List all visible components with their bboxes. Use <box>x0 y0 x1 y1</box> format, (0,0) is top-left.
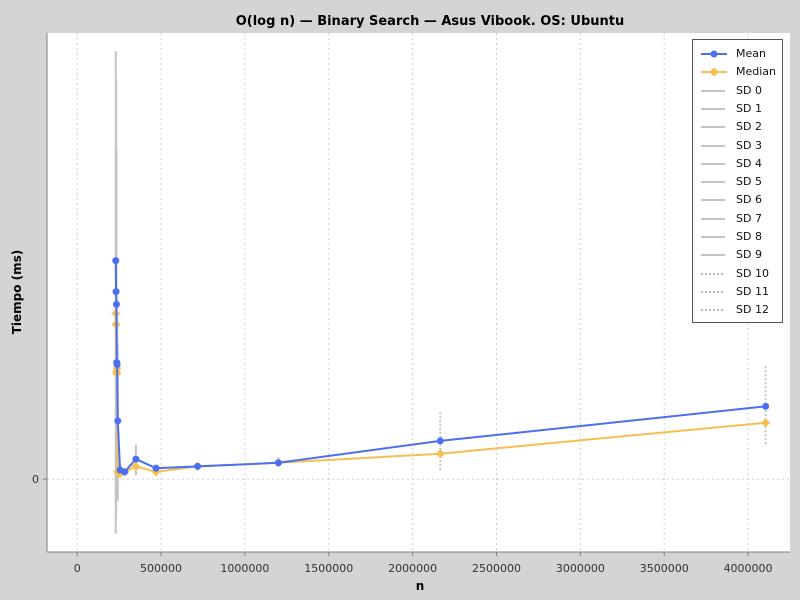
x-tick-label: 1500000 <box>304 562 353 575</box>
legend-label: SD 0 <box>736 83 762 97</box>
legend-entry: SD 3 <box>693 137 782 155</box>
x-tick-label: 2500000 <box>472 562 521 575</box>
legend-entry: SD 0 <box>693 82 782 100</box>
legend-label: SD 9 <box>736 248 762 262</box>
median-point <box>131 461 141 471</box>
legend-entry: SD 6 <box>693 191 782 209</box>
legend-sd-symbol <box>701 162 725 165</box>
legend-label: SD 6 <box>736 193 762 207</box>
legend-entry: SD 8 <box>693 228 782 246</box>
mean-point <box>762 402 770 410</box>
y-axis-label: Tiempo (ms) <box>10 250 24 335</box>
legend-entry: Mean <box>693 45 782 63</box>
median-point <box>761 418 771 428</box>
legend-sd-symbol <box>701 254 725 257</box>
legend-sd-symbol <box>701 181 725 184</box>
x-tick-label: 500000 <box>140 562 182 575</box>
plot-background <box>47 33 790 552</box>
x-axis-label: n <box>416 579 425 593</box>
legend-median-symbol <box>701 67 727 77</box>
legend-entry: SD 1 <box>693 100 782 118</box>
legend-label: SD 12 <box>736 303 769 317</box>
mean-point <box>112 300 120 308</box>
legend-mean-symbol <box>701 50 727 58</box>
x-tick-label: 0 <box>74 562 81 575</box>
mean-point <box>152 464 160 472</box>
x-tick-label: 4000000 <box>724 562 773 575</box>
mean-point <box>112 257 120 265</box>
mean-point <box>114 417 122 425</box>
legend-sd-symbol <box>701 89 725 92</box>
x-tick-label: 3000000 <box>556 562 605 575</box>
legend-sd-symbol <box>701 144 725 147</box>
legend-label: SD 11 <box>736 284 769 298</box>
legend-entry: SD 2 <box>693 118 782 136</box>
legend-sd-symbol <box>701 272 725 275</box>
legend-sd-symbol <box>701 126 725 129</box>
mean-point <box>121 468 129 476</box>
legend-entry: SD 9 <box>693 246 782 264</box>
legend-sd-symbol <box>701 236 725 238</box>
mean-point <box>132 455 140 463</box>
legend-label: SD 4 <box>736 156 762 170</box>
mean-point <box>112 288 120 296</box>
legend-sd-symbol <box>701 290 725 293</box>
legend-entry: Median <box>693 63 782 81</box>
legend-label: SD 8 <box>736 230 762 243</box>
legend-entry: SD 7 <box>693 210 782 228</box>
legend-label: SD 1 <box>736 101 762 115</box>
legend-entry: SD 4 <box>693 155 782 173</box>
chart-title: O(log n) — Binary Search — Asus Vibook. … <box>235 14 625 29</box>
legend-label: Mean <box>736 47 766 60</box>
mean-point <box>274 459 282 467</box>
legend-label: SD 10 <box>736 266 769 280</box>
mean-point <box>194 462 202 470</box>
legend-label: SD 3 <box>736 138 762 152</box>
legend-entry: SD 11 <box>693 283 782 301</box>
chart-legend: Mean Median SD 0 SD 1 SD 2 SD 3 SD 4 SD 5 SD 6 SD… <box>692 39 783 323</box>
legend-entry: SD 12 <box>693 301 782 319</box>
median-point <box>435 449 445 459</box>
legend-entry: SD 10 <box>693 265 782 283</box>
legend-sd-symbol <box>701 107 725 110</box>
legend-label: SD 2 <box>736 120 762 134</box>
legend-sd-symbol <box>701 217 725 220</box>
legend-sd-symbol <box>701 199 725 202</box>
y-tick-label: 0 <box>32 473 39 486</box>
mean-point <box>113 360 121 368</box>
x-tick-label: 2000000 <box>388 562 437 575</box>
x-tick-label: 1000000 <box>220 562 269 575</box>
legend-label: SD 7 <box>736 211 762 225</box>
legend-label: SD 5 <box>736 175 762 189</box>
x-tick-label: 3500000 <box>640 562 689 575</box>
legend-label: Median <box>736 65 777 79</box>
legend-sd-symbol <box>701 309 725 312</box>
legend-entry: SD 5 <box>693 173 782 191</box>
mean-point <box>436 437 444 445</box>
